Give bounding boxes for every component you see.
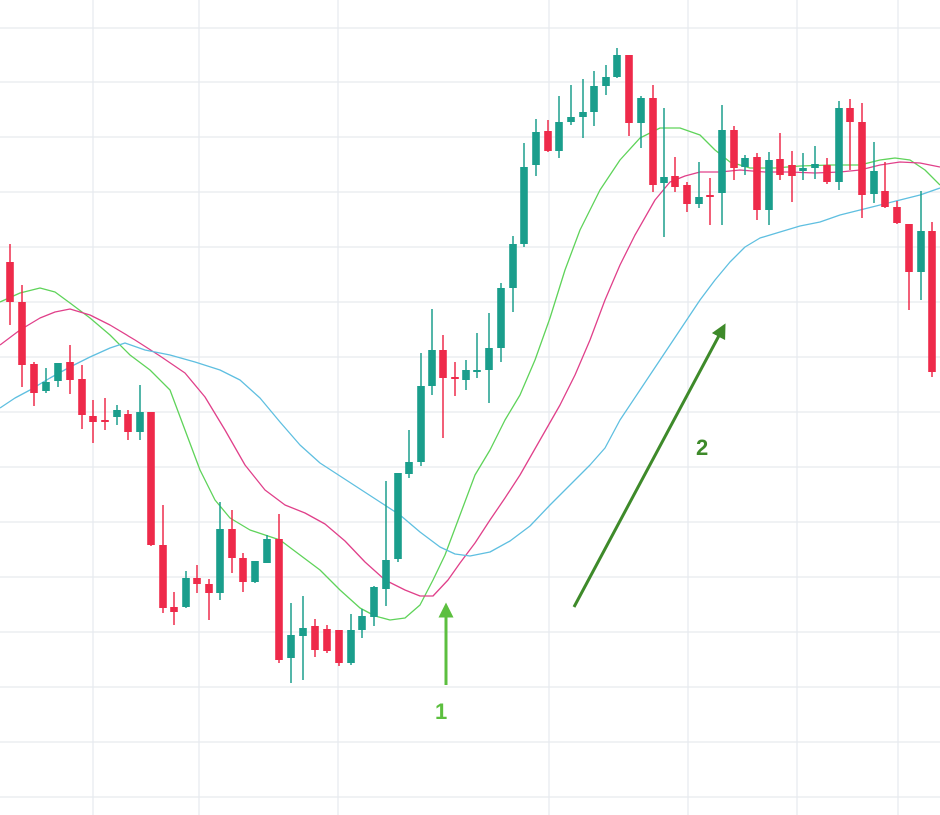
candle-bullish <box>811 146 819 179</box>
candle-bullish <box>613 48 621 78</box>
candle-bullish <box>567 85 575 125</box>
candle-bullish <box>428 309 436 395</box>
candle-bullish <box>382 481 390 606</box>
annotation-label-1: 1 <box>435 699 447 724</box>
candle-bearish <box>159 505 167 613</box>
candle-bearish <box>124 410 132 440</box>
ma-fast-line <box>0 127 940 621</box>
candle-bullish <box>799 153 807 180</box>
candle-bearish <box>706 178 714 225</box>
candle-bearish <box>683 182 691 212</box>
candle-bearish <box>823 158 831 184</box>
annotations: 1 2 <box>435 323 726 724</box>
candle-bullish <box>555 96 563 158</box>
candle-bullish <box>497 283 505 362</box>
candle-bearish <box>193 565 201 593</box>
candle-bullish <box>835 101 843 190</box>
candle-bearish <box>893 201 901 224</box>
candle-bullish <box>299 596 307 680</box>
candle-bearish <box>905 224 913 310</box>
candle-bearish <box>928 222 936 377</box>
candle-bearish <box>323 625 331 653</box>
candle-bearish <box>66 345 74 394</box>
candle-bullish <box>251 561 259 583</box>
candle-bearish <box>147 412 155 546</box>
candle-bearish <box>753 153 761 220</box>
candle-bullish <box>765 152 773 225</box>
candle-bullish <box>358 609 366 638</box>
candles <box>6 48 936 683</box>
ma-mid-line <box>0 161 940 597</box>
candle-bearish <box>730 126 738 180</box>
candle-bearish <box>544 120 552 152</box>
candle-bearish <box>6 244 14 325</box>
candle-bullish <box>136 385 144 440</box>
candle-bearish <box>18 285 26 387</box>
candle-bullish <box>263 535 271 563</box>
candle-bearish <box>881 162 889 208</box>
candle-bullish <box>520 143 528 247</box>
candle-bearish <box>625 55 633 136</box>
candle-bullish <box>370 586 378 626</box>
candle-bullish <box>660 108 668 237</box>
candle-bearish <box>228 510 236 573</box>
candle-bearish <box>78 365 86 429</box>
candle-bullish <box>637 96 645 148</box>
candle-bearish <box>89 400 97 443</box>
candle-bearish <box>311 619 319 657</box>
candle-bearish <box>846 99 854 170</box>
candle-bearish <box>205 579 213 620</box>
ma-slow-line <box>0 187 940 557</box>
candle-bearish <box>671 157 679 192</box>
candle-bullish <box>54 363 62 387</box>
candle-bullish <box>182 571 190 608</box>
candle-bullish <box>113 405 121 425</box>
candle-bullish <box>485 313 493 403</box>
candle-bearish <box>439 335 447 438</box>
candle-bullish <box>590 71 598 126</box>
candle-bullish <box>462 360 470 390</box>
candle-bullish <box>473 333 481 378</box>
candle-bearish <box>275 514 283 663</box>
candle-bearish <box>858 103 866 218</box>
candle-bullish <box>870 142 878 203</box>
candle-bullish <box>216 502 224 600</box>
candle-bullish <box>532 119 540 176</box>
candle-bullish <box>405 430 413 478</box>
candle-bearish <box>649 85 657 192</box>
arrow-up-right-icon-2 <box>572 323 726 608</box>
annotation-label-2: 2 <box>696 435 708 460</box>
candle-bearish <box>101 398 109 430</box>
candle-bullish <box>42 368 50 393</box>
candle-bullish <box>741 155 749 175</box>
candle-bullish <box>394 473 402 562</box>
candle-bullish <box>579 79 587 138</box>
candle-bullish <box>695 162 703 208</box>
candle-bearish <box>239 553 247 592</box>
candle-bullish <box>917 191 925 300</box>
candle-bearish <box>335 630 343 666</box>
candle-bullish <box>347 614 355 665</box>
candle-bullish <box>718 105 726 225</box>
candle-bearish <box>788 151 796 202</box>
candle-bullish <box>509 236 517 312</box>
candle-bullish <box>287 603 295 683</box>
candle-bearish <box>776 133 784 180</box>
moving-average-lines <box>0 127 940 621</box>
candle-bearish <box>170 592 178 625</box>
candle-bullish <box>602 65 610 95</box>
candle-bullish <box>417 353 425 466</box>
candle-bearish <box>30 362 38 406</box>
candle-bearish <box>451 362 459 396</box>
